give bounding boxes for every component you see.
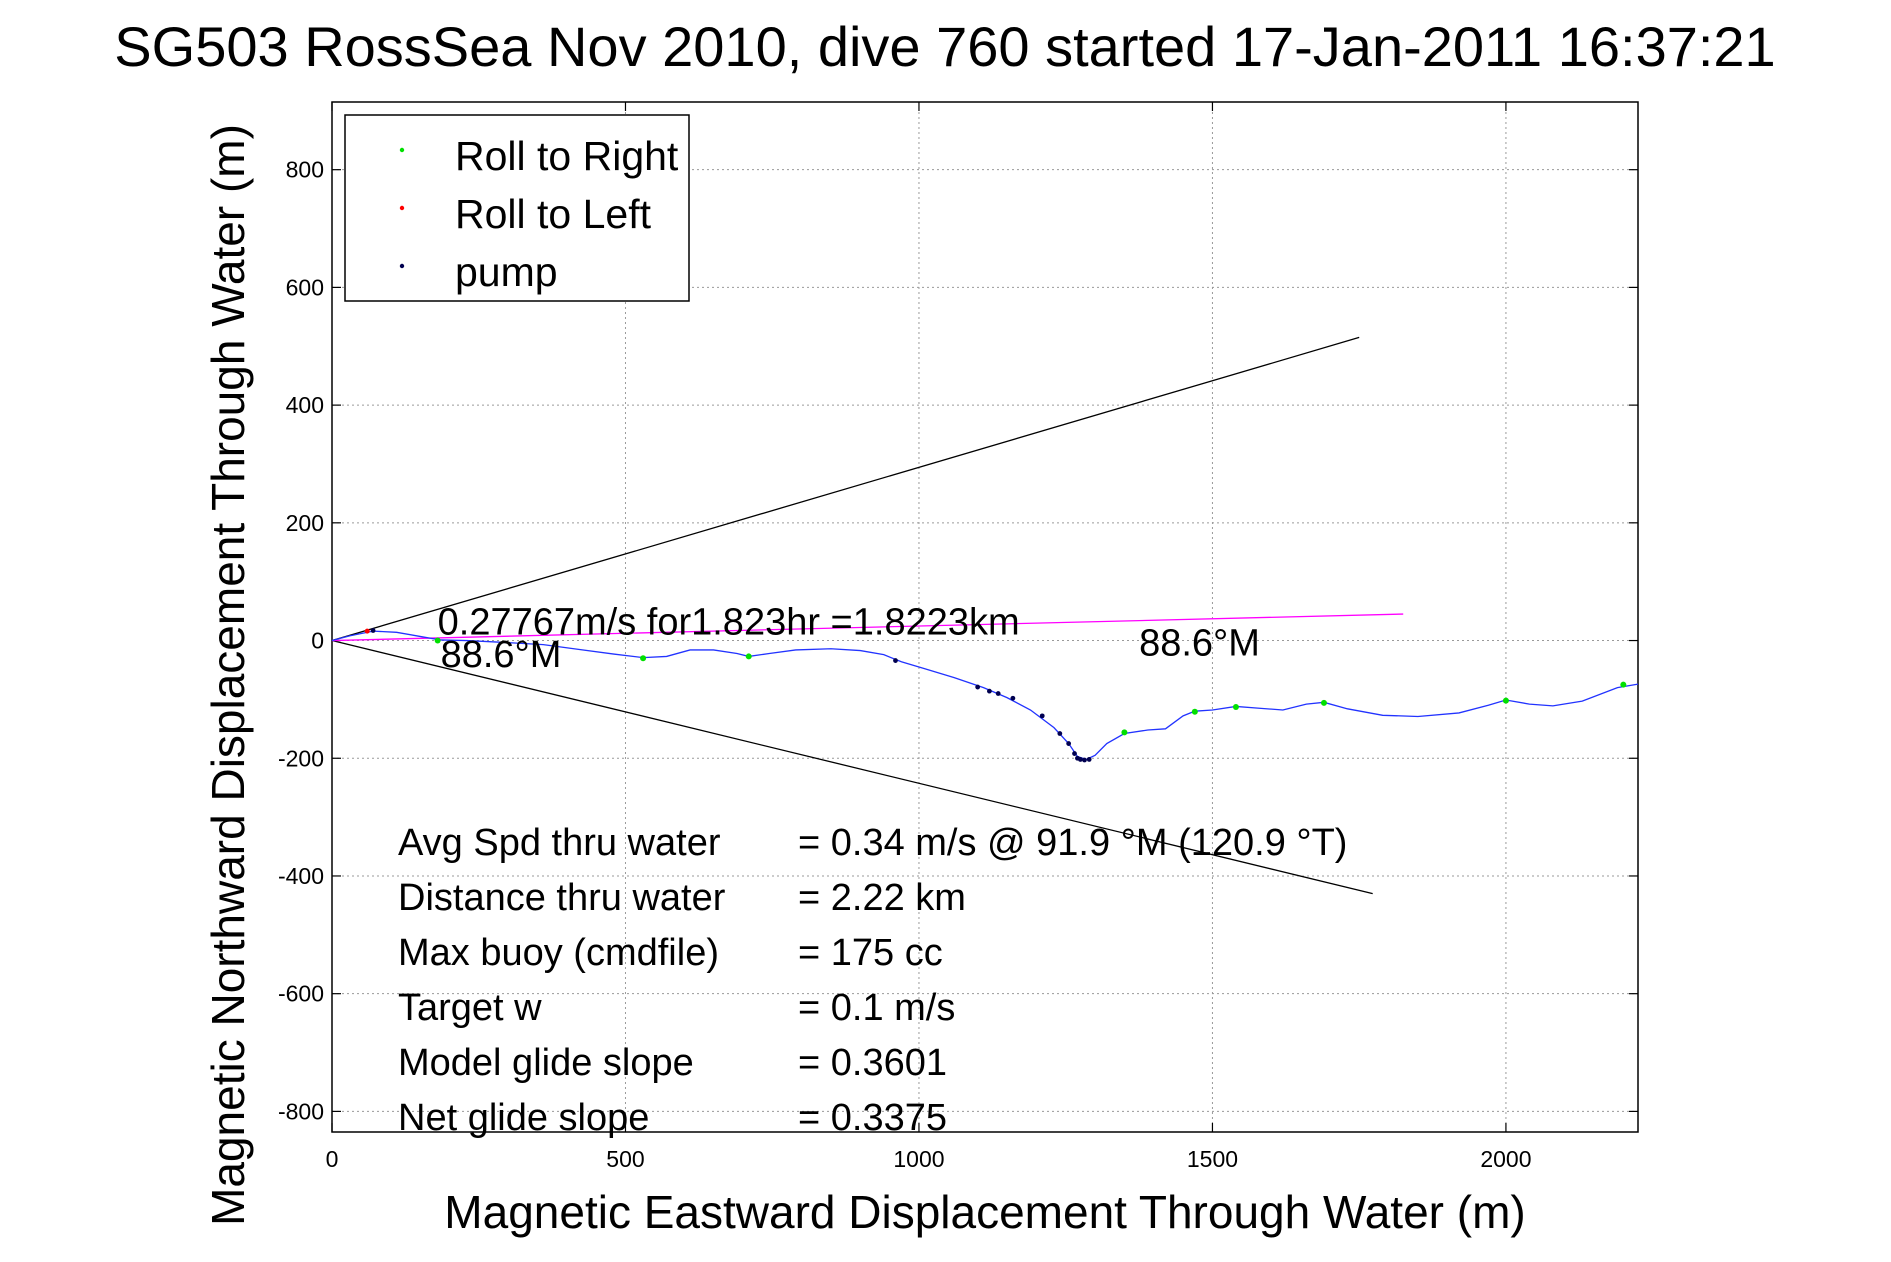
pump-point <box>1057 731 1063 736</box>
track-line <box>331 630 1639 761</box>
legend-marker-roll-left <box>399 205 405 211</box>
roll-right-point <box>640 655 647 662</box>
annotation-text: 88.6°M <box>441 634 562 676</box>
roll-right-point <box>1620 681 1627 688</box>
legend: Roll to Right Roll to Left pump <box>344 114 690 302</box>
pump-point <box>1086 757 1092 762</box>
legend-marker-pump <box>399 263 405 269</box>
wedge-lower-line <box>331 639 1373 895</box>
annotation-text: 88.6°M <box>1139 622 1260 664</box>
stat-value-distance: = 2.22 km <box>798 877 966 919</box>
pump-point <box>987 688 992 694</box>
pump-point <box>1082 757 1087 763</box>
roll-right-point <box>1121 729 1128 736</box>
y-tick-label: -200 <box>278 745 324 771</box>
y-tick-label: 600 <box>286 274 324 300</box>
stat-label-avg-speed: Avg Spd thru water <box>398 822 721 864</box>
pump-point <box>975 684 981 690</box>
plot-markers <box>364 628 1627 763</box>
stat-value-target-w: = 0.1 m/s <box>798 987 955 1029</box>
stat-label-model-glide: Model glide slope <box>398 1042 694 1084</box>
stat-label-target-w: Target w <box>398 987 542 1029</box>
y-axis-label: Magnetic Northward Displacement Through … <box>202 124 254 1226</box>
pump-point <box>370 628 376 633</box>
chart-title: SG503 RossSea Nov 2010, dive 760 started… <box>114 15 1775 78</box>
legend-marker-roll-right <box>399 147 405 153</box>
x-axis-label: Magnetic Eastward Displacement Through W… <box>444 1186 1525 1238</box>
roll-left-point <box>364 628 370 634</box>
roll-right-point <box>745 653 752 660</box>
stat-label-max-buoy: Max buoy (cmdfile) <box>398 932 719 974</box>
roll-right-point <box>434 637 441 644</box>
stat-value-max-buoy: = 175 cc <box>798 932 943 974</box>
pump-point <box>1072 751 1077 756</box>
pump-point <box>1066 741 1072 746</box>
plot-frame <box>331 101 1639 1133</box>
x-tick-label: 2000 <box>1480 1146 1531 1172</box>
x-tick-label: 0 <box>326 1146 339 1172</box>
x-tick-label: 500 <box>606 1146 644 1172</box>
annotation-text: 0.27767m/s for1.823hr =1.8223km <box>438 602 1020 644</box>
roll-right-point <box>1502 697 1509 704</box>
y-tick-label: -600 <box>278 981 324 1007</box>
stat-value-net-glide: = 0.3375 <box>798 1097 947 1139</box>
legend-label-roll-right: Roll to Right <box>455 133 679 179</box>
tick-labels: 0 500 1000 1500 2000 -800 -600 -400 -200 0 200 400 6… <box>278 157 1532 1172</box>
legend-label-roll-left: Roll to Left <box>455 191 652 237</box>
legend-label-pump: pump <box>455 249 558 295</box>
pump-point <box>1039 713 1045 719</box>
roll-right-point <box>1191 708 1198 715</box>
x-tick-label: 1500 <box>1187 1146 1238 1172</box>
stat-label-net-glide: Net glide slope <box>398 1097 649 1139</box>
stat-label-distance: Distance thru water <box>398 877 726 919</box>
pump-point <box>1077 757 1083 762</box>
stat-value-model-glide: = 0.3601 <box>798 1042 947 1084</box>
roll-right-point <box>1320 699 1327 706</box>
pump-point <box>995 691 1001 696</box>
y-tick-label: -400 <box>278 863 324 889</box>
stat-value-avg-speed: = 0.34 m/s @ 91.9 °M (120.9 °T) <box>798 822 1347 864</box>
plot-lines <box>331 336 1639 895</box>
stats-block: Avg Spd thru water = 0.34 m/s @ 91.9 °M … <box>398 822 1347 1139</box>
y-tick-label: 400 <box>286 392 324 418</box>
x-tick-label: 1000 <box>893 1146 944 1172</box>
pump-point <box>1010 695 1016 701</box>
current-line <box>331 613 1404 642</box>
roll-right-point <box>1232 704 1239 711</box>
pump-point <box>893 658 898 663</box>
y-tick-label: 200 <box>286 510 324 536</box>
y-tick-label: 0 <box>311 628 324 654</box>
wedge-upper-line <box>331 336 1360 642</box>
y-tick-label: 800 <box>286 157 324 183</box>
y-tick-label: -800 <box>278 1098 324 1124</box>
